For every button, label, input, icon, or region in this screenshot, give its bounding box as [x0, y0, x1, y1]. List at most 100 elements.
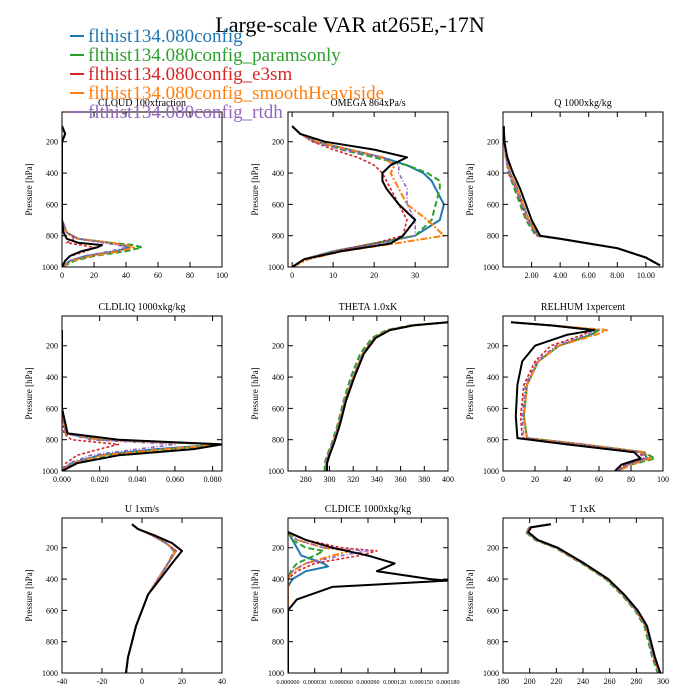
series-line: [527, 523, 662, 673]
plot-frame: [61, 315, 223, 472]
y-tick-label: 800: [46, 638, 58, 647]
panel-title: U 1xm/s: [125, 504, 159, 515]
y-tick-label: 200: [46, 342, 58, 351]
x-tick-label: 60: [154, 271, 162, 280]
y-tick-label: 200: [487, 544, 499, 553]
legend-label: flthist134.080config_smoothHeaviside: [88, 83, 384, 104]
y-axis-label: Pressure [hPa]: [250, 569, 260, 621]
y-tick-label: 400: [272, 575, 284, 584]
legend: flthist134.080configflthist134.080config…: [70, 26, 384, 123]
series-line: [291, 125, 445, 267]
x-tick-label: 30: [411, 271, 419, 280]
series-line: [526, 523, 660, 673]
y-tick-label: 1000: [268, 669, 284, 678]
x-tick-label: 320: [347, 475, 359, 484]
x-tick-label: -20: [97, 677, 108, 686]
series-line: [125, 523, 183, 673]
legend-label: flthist134.080config_e3sm: [88, 64, 292, 85]
y-tick-label: 1000: [42, 467, 58, 476]
y-tick-label: 600: [487, 606, 499, 615]
y-axis-label: Pressure [hPa]: [465, 163, 475, 215]
y-tick-label: 400: [487, 169, 499, 178]
panel: CLDLIQ 1000xkg/kg Pressure [hPa] 200 400 600…: [24, 302, 223, 484]
legend-entry: flthist134.080config_e3sm: [70, 64, 292, 85]
series-line: [125, 523, 177, 673]
series-line: [62, 125, 135, 267]
y-tick-label: 1000: [268, 467, 284, 476]
series-line: [62, 125, 103, 267]
x-tick-label: 20: [531, 475, 539, 484]
y-tick-label: 600: [487, 200, 499, 209]
x-tick-label: 0.000150: [410, 679, 433, 686]
series-line: [125, 523, 175, 673]
series-line: [526, 523, 660, 673]
series-line: [510, 321, 652, 471]
x-tick-label: 10: [329, 271, 337, 280]
x-tick-label: 0: [60, 271, 64, 280]
series-line: [62, 330, 176, 471]
y-tick-label: 400: [272, 169, 284, 178]
legend-entry: flthist134.080config_paramsonly: [70, 45, 341, 66]
y-tick-label: 200: [272, 138, 284, 147]
x-tick-label: 40: [218, 677, 226, 686]
legend-entry: flthist134.080config: [70, 26, 243, 47]
panel: CLDICE 1000xkg/kg Pressure [hPa] 200 400 600…: [250, 504, 460, 686]
plot-frame: [287, 315, 449, 472]
series-line: [503, 126, 661, 267]
series-line: [125, 523, 175, 673]
y-tick-label: 1000: [42, 669, 58, 678]
y-axis-label: Pressure [hPa]: [24, 163, 34, 215]
series-line: [125, 523, 177, 673]
y-tick-label: 200: [487, 138, 499, 147]
y-axis-label: Pressure [hPa]: [465, 367, 475, 419]
y-tick-label: 600: [272, 404, 284, 413]
x-tick-label: 240: [577, 677, 589, 686]
y-tick-label: 800: [487, 232, 499, 241]
y-tick-label: 200: [487, 342, 499, 351]
x-tick-label: 400: [442, 475, 454, 484]
x-tick-label: 0.000060: [330, 679, 353, 686]
x-tick-label: 280: [300, 475, 312, 484]
legend-entry: flthist134.080config_smoothHeaviside: [70, 83, 384, 104]
legend-label: flthist134.080config_rtdh: [88, 102, 283, 123]
series-line: [323, 321, 448, 471]
series-line: [62, 125, 127, 267]
x-tick-label: 380: [418, 475, 430, 484]
legend-label: flthist134.080config: [88, 26, 243, 47]
series-line: [125, 523, 177, 673]
y-tick-label: 800: [272, 232, 284, 241]
plot-frame: [287, 111, 449, 268]
plot-frame: [502, 315, 664, 472]
y-tick-label: 400: [487, 373, 499, 382]
figure-title: Large-scale VAR at265E,-17N: [215, 12, 485, 37]
y-tick-label: 800: [46, 436, 58, 445]
x-tick-label: 0.000120: [383, 679, 406, 686]
x-tick-label: 300: [323, 475, 335, 484]
x-tick-label: 0: [290, 271, 294, 280]
x-tick-label: 0.000090: [356, 679, 379, 686]
plot-frame: [61, 111, 223, 268]
series-line: [503, 126, 661, 267]
x-tick-label: 0.000: [53, 475, 71, 484]
x-tick-label: 20: [178, 677, 186, 686]
series-line: [62, 125, 95, 267]
y-tick-label: 800: [46, 232, 58, 241]
y-tick-label: 400: [46, 373, 58, 382]
y-axis-label: Pressure [hPa]: [465, 569, 475, 621]
y-tick-label: 1000: [483, 467, 499, 476]
x-tick-label: 100: [657, 475, 669, 484]
series-line: [526, 523, 660, 673]
y-tick-label: 400: [272, 373, 284, 382]
y-tick-label: 600: [272, 606, 284, 615]
y-tick-label: 200: [272, 544, 284, 553]
plot-frame: [502, 517, 664, 674]
y-axis-label: Pressure [hPa]: [24, 367, 34, 419]
y-tick-label: 200: [272, 342, 284, 351]
x-tick-label: 0.040: [128, 475, 146, 484]
x-tick-label: 280: [630, 677, 642, 686]
y-tick-label: 600: [272, 200, 284, 209]
